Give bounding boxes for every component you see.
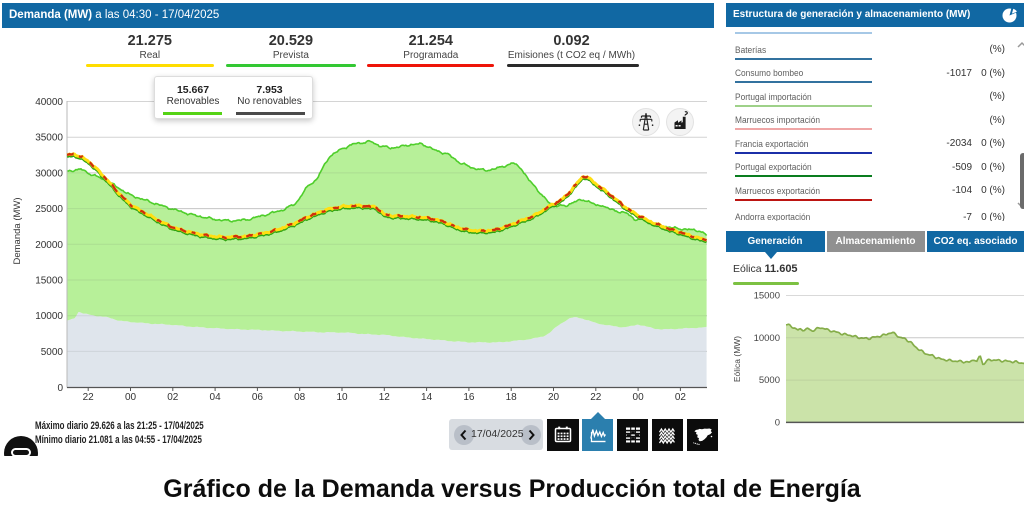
svg-text:12: 12 — [379, 392, 391, 403]
svg-text:20000: 20000 — [35, 240, 63, 251]
svg-text:10000: 10000 — [35, 311, 63, 322]
svg-text:14: 14 — [421, 392, 433, 403]
svg-text:Demanda (MW): Demanda (MW) — [12, 197, 23, 264]
svg-text:15000: 15000 — [754, 291, 780, 302]
svg-text:02: 02 — [675, 392, 687, 403]
svg-text:16: 16 — [463, 392, 475, 403]
svg-text:30000: 30000 — [35, 168, 63, 179]
svg-text:40000: 40000 — [35, 97, 63, 108]
svg-text:04: 04 — [210, 392, 222, 403]
svg-text:15000: 15000 — [35, 276, 63, 287]
svg-text:08: 08 — [294, 392, 306, 403]
svg-text:02: 02 — [167, 392, 179, 403]
svg-text:35000: 35000 — [35, 133, 63, 144]
svg-text:5000: 5000 — [41, 347, 64, 358]
svg-text:5000: 5000 — [759, 375, 780, 386]
svg-text:22: 22 — [590, 392, 602, 403]
svg-text:00: 00 — [633, 392, 645, 403]
svg-text:0: 0 — [57, 383, 63, 394]
svg-text:10000: 10000 — [754, 333, 780, 344]
svg-text:00: 00 — [125, 392, 137, 403]
svg-text:0: 0 — [775, 417, 780, 428]
svg-text:22: 22 — [83, 392, 95, 403]
svg-text:Eólica (MW): Eólica (MW) — [732, 336, 742, 382]
svg-text:10: 10 — [336, 392, 348, 403]
svg-text:25000: 25000 — [35, 204, 63, 215]
svg-text:06: 06 — [252, 392, 264, 403]
svg-text:20: 20 — [548, 392, 560, 403]
svg-text:18: 18 — [506, 392, 518, 403]
